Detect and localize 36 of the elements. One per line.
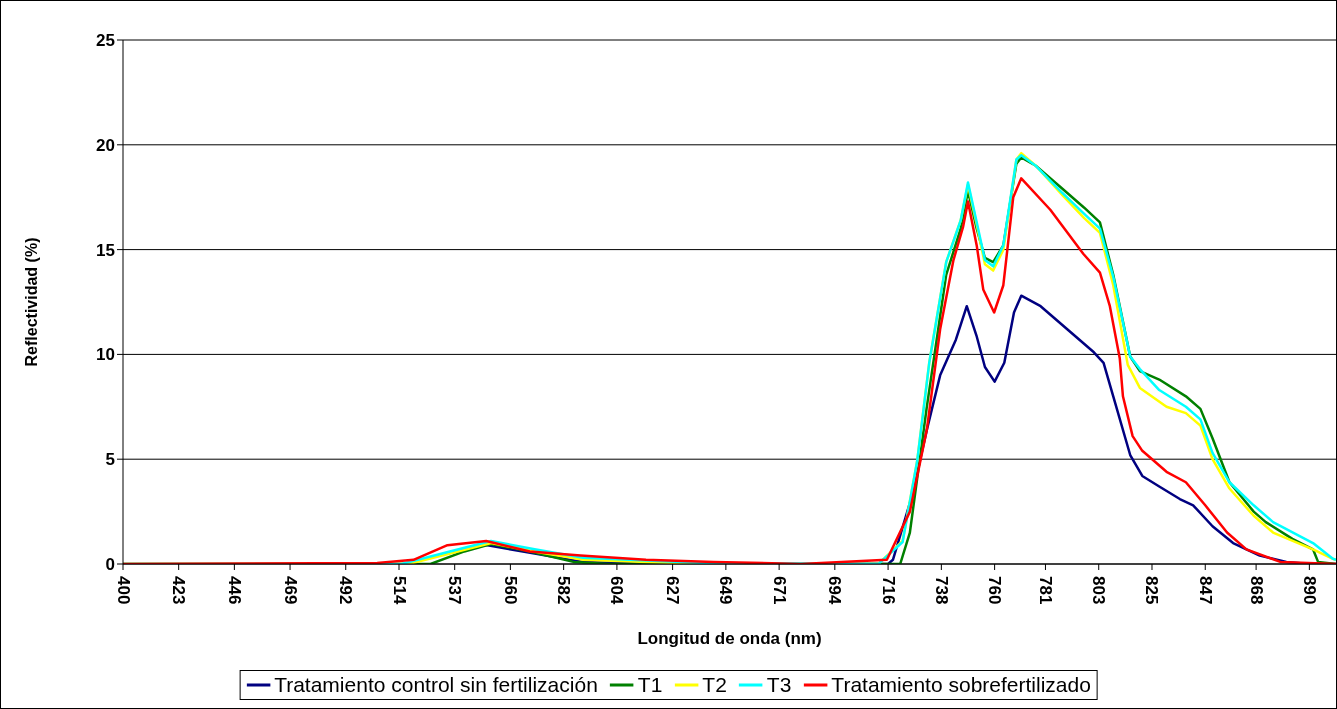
x-tick-label: 671 <box>769 576 789 605</box>
y-tick-label: 15 <box>96 240 115 260</box>
y-tick-label: 25 <box>96 31 115 51</box>
x-tick-label: 446 <box>224 576 244 605</box>
x-tick-label: 847 <box>1195 576 1215 605</box>
legend-label: T1 <box>637 673 663 697</box>
y-tick-label: 20 <box>96 135 115 155</box>
x-tick-label: 803 <box>1089 576 1109 605</box>
y-tick-label: 10 <box>96 345 115 365</box>
x-tick-label: 890 <box>1299 576 1319 605</box>
x-tick-label: 760 <box>985 576 1005 605</box>
x-axis-title: Longitud de onda (nm) <box>637 629 822 648</box>
x-tick-label: 627 <box>663 576 683 605</box>
x-tick-label: 469 <box>280 576 300 605</box>
legend-label: T2 <box>702 673 727 697</box>
x-tick-label: 781 <box>1035 576 1055 605</box>
x-tick-label: 716 <box>878 576 898 605</box>
y-tick-label: 5 <box>105 450 115 470</box>
x-tick-label: 582 <box>554 576 574 605</box>
x-tick-label: 560 <box>500 576 520 605</box>
x-tick-label: 400 <box>113 576 133 605</box>
x-tick-label: 604 <box>607 576 627 605</box>
x-tick-label: 492 <box>336 576 356 605</box>
x-tick-label: 825 <box>1142 576 1162 605</box>
x-tick-label: 738 <box>931 576 951 605</box>
x-tick-label: 537 <box>445 576 465 605</box>
x-tick-label: 649 <box>716 576 736 605</box>
legend-label: T3 <box>766 673 792 697</box>
x-tick-label: 423 <box>169 576 189 605</box>
legend-label: Tratamiento control sin fertilización <box>274 673 598 697</box>
y-tick-label: 0 <box>105 555 115 575</box>
x-tick-label: 868 <box>1246 576 1266 605</box>
y-axis-title: Reflectividad (%) <box>22 237 40 367</box>
legend-label: Tratamiento sobrefertilizado <box>831 673 1091 697</box>
x-tick-label: 514 <box>389 576 409 605</box>
x-tick-label: 694 <box>825 576 845 605</box>
